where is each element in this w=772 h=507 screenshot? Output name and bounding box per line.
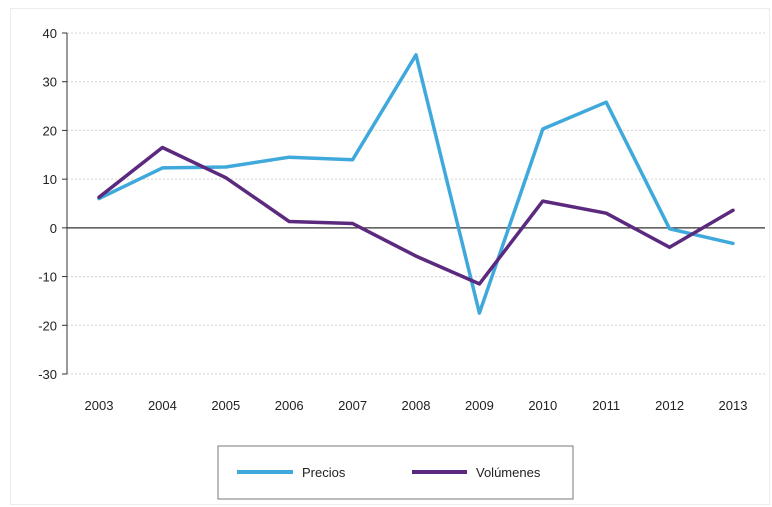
y-tick-label: 0 — [50, 221, 57, 236]
legend-label-volumenes: Volúmenes — [476, 465, 541, 480]
chart-frame — [10, 8, 770, 505]
x-tick-label: 2012 — [655, 398, 684, 413]
y-tick-label: 20 — [43, 123, 57, 138]
y-tick-label: 10 — [43, 172, 57, 187]
data-point-volumenes — [604, 211, 608, 215]
x-tick-label: 2011 — [592, 398, 620, 413]
x-tick-label: 2003 — [85, 398, 114, 413]
data-point-precios — [541, 127, 545, 131]
data-point-volumenes — [224, 176, 228, 180]
data-point-volumenes — [97, 195, 101, 199]
y-axis: 40 30 20 10 0 -10 -20 -30 — [38, 26, 68, 382]
y-tick-label: -30 — [38, 367, 57, 382]
y-tick-label: -10 — [38, 270, 57, 285]
x-tick-label: 2007 — [338, 398, 367, 413]
data-point-precios — [731, 241, 735, 245]
data-point-precios — [160, 166, 164, 170]
legend: Precios Volúmenes — [217, 445, 574, 500]
data-point-precios — [604, 100, 608, 104]
legend-label-precios: Precios — [302, 465, 346, 480]
x-tick-label: 2010 — [528, 398, 557, 413]
x-tick-label: 2009 — [465, 398, 494, 413]
data-point-precios — [477, 311, 481, 315]
data-point-volumenes — [477, 282, 481, 286]
data-point-volumenes — [731, 208, 735, 212]
data-point-volumenes — [351, 221, 355, 225]
data-point-precios — [351, 158, 355, 162]
data-point-volumenes — [668, 245, 672, 249]
data-point-volumenes — [541, 199, 545, 203]
gridlines — [67, 32, 765, 375]
x-tick-label: 2004 — [148, 398, 177, 413]
series-line-precios — [97, 53, 735, 315]
y-tick-label: -20 — [38, 318, 57, 333]
data-point-precios — [414, 53, 418, 57]
x-axis: 2003 2004 2005 2006 2007 2008 2009 2010 2011 2012… — [67, 227, 765, 413]
x-tick-label: 2006 — [275, 398, 304, 413]
y-tick-label: 30 — [43, 75, 57, 90]
series-lines — [97, 53, 735, 315]
data-point-volumenes — [414, 254, 418, 258]
data-point-precios — [224, 165, 228, 169]
x-tick-label: 2013 — [719, 398, 748, 413]
data-point-precios — [287, 155, 291, 159]
data-point-precios — [668, 227, 672, 231]
data-point-volumenes — [287, 220, 291, 224]
x-tick-label: 2008 — [402, 398, 431, 413]
x-tick-label: 2005 — [211, 398, 240, 413]
data-point-volumenes — [160, 145, 164, 149]
y-tick-label: 40 — [43, 26, 57, 41]
